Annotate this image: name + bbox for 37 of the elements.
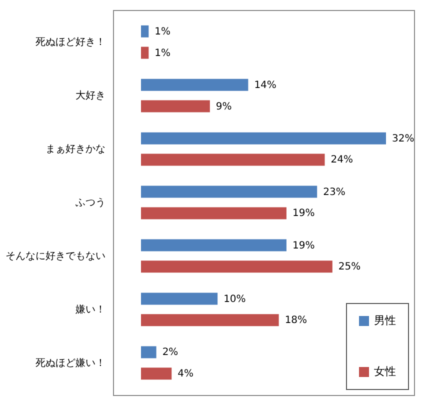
y-tick-label: 大好き xyxy=(76,90,106,102)
bar xyxy=(141,368,172,380)
data-label: 1% xyxy=(154,26,171,38)
data-label: 2% xyxy=(162,347,178,358)
y-tick-label: まぁ好きかな xyxy=(46,144,106,156)
bar xyxy=(141,25,149,38)
y-tick-label: 死ぬほど嫌い！ xyxy=(36,356,106,369)
bar xyxy=(141,154,325,166)
data-label: 1% xyxy=(154,48,171,59)
data-label: 24% xyxy=(330,154,353,166)
bar xyxy=(141,132,386,144)
bar xyxy=(141,239,286,252)
bar xyxy=(141,46,149,59)
data-label: 19% xyxy=(292,240,315,252)
data-label: 9% xyxy=(216,101,232,112)
bar xyxy=(141,100,210,112)
bar xyxy=(141,207,286,220)
bar xyxy=(141,292,218,305)
data-label: 19% xyxy=(292,208,315,220)
y-tick-label: 死ぬほど好き！ xyxy=(36,37,106,48)
legend-label: 男性 xyxy=(374,314,396,327)
data-label: 23% xyxy=(323,186,346,198)
data-label: 18% xyxy=(284,315,308,326)
y-tick-label: ふつう xyxy=(74,198,106,208)
data-label: 25% xyxy=(338,262,361,273)
y-tick-label: 嫌い！ xyxy=(76,303,106,316)
data-label: 32% xyxy=(392,133,414,144)
bar xyxy=(141,346,156,358)
bar xyxy=(141,260,332,273)
data-label: 10% xyxy=(224,294,246,305)
data-label: 4% xyxy=(178,368,194,380)
bar xyxy=(141,186,318,198)
data-label: 14% xyxy=(254,80,276,91)
y-tick-label: そんなに好きでもない xyxy=(6,250,106,262)
bar xyxy=(141,78,248,91)
legend-label: 女性 xyxy=(374,365,396,378)
bar xyxy=(141,314,279,326)
